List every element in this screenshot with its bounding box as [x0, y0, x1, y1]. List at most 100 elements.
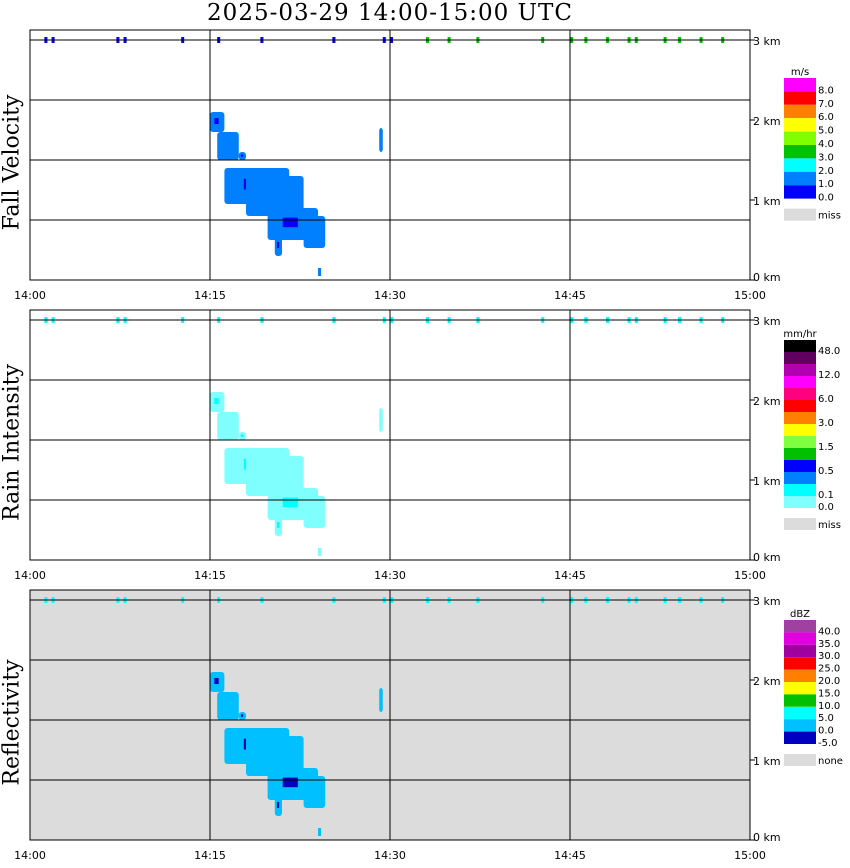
legend-swatch [784, 158, 816, 172]
echo-region [246, 456, 304, 496]
legend-swatch [784, 352, 816, 364]
echo-region [318, 828, 321, 836]
echo-region [246, 176, 304, 216]
legend-swatch [784, 104, 816, 119]
legend-label: 1.5 [818, 442, 834, 453]
legend-label: 5.0 [818, 126, 834, 137]
echo-core [282, 777, 298, 788]
legend-swatch [784, 496, 816, 508]
echo-core [214, 678, 219, 684]
legend-swatch [784, 171, 816, 186]
legend-swatch [784, 682, 816, 695]
legend-label: 20.0 [818, 676, 840, 687]
x-tick-label: 14:00 [14, 849, 46, 862]
echo-core [282, 497, 298, 508]
panel-label-rain-intensity: Rain Intensity [0, 364, 25, 521]
legend-swatch [784, 731, 816, 744]
legend-missing-label: miss [818, 211, 841, 222]
legend-missing-swatch [784, 754, 816, 766]
legend-swatch [784, 340, 816, 352]
legend-swatch [784, 657, 816, 670]
y-tick-label: 3 km [753, 595, 781, 608]
echo-region [217, 412, 239, 440]
legend-label: 40.0 [818, 626, 840, 637]
echo-region [318, 268, 321, 276]
legend-swatch [784, 644, 816, 658]
echo-core [240, 434, 244, 437]
y-tick-label: 0 km [753, 551, 781, 564]
x-tick-label: 14:00 [14, 569, 46, 582]
legend-swatch [784, 694, 816, 707]
x-tick-label: 14:45 [554, 289, 586, 302]
legend-units: dBZ [790, 609, 810, 620]
legend-swatch [784, 118, 816, 132]
echo-core [240, 714, 244, 717]
echo-region [318, 548, 321, 556]
legend-swatch [784, 620, 816, 633]
legend-swatch [784, 460, 816, 472]
legend-swatch [784, 91, 816, 105]
legend-label: 10.0 [818, 701, 840, 712]
x-tick-label: 14:45 [554, 569, 586, 582]
legend-label: 25.0 [818, 664, 840, 675]
legend-swatch [784, 412, 816, 424]
x-tick-label: 14:30 [374, 569, 406, 582]
x-tick-label: 15:00 [734, 569, 766, 582]
echo-core [240, 154, 244, 157]
legend-label: 0.5 [818, 466, 834, 477]
y-tick-label: 0 km [753, 271, 781, 284]
echo-region [379, 688, 383, 712]
panel-label-fall-velocity: Fall Velocity [0, 94, 25, 231]
chart-title: 2025-03-29 14:00-15:00 UTC [207, 0, 573, 26]
legend-label: 6.0 [818, 112, 834, 123]
legend-swatch [784, 400, 816, 412]
legend-label: 12.0 [818, 370, 840, 381]
y-tick-label: 3 km [753, 315, 781, 328]
x-tick-label: 15:00 [734, 289, 766, 302]
x-tick-label: 14:15 [194, 569, 226, 582]
legend-label: 5.0 [818, 713, 834, 724]
legend-swatch [784, 436, 816, 448]
legend-swatch [784, 719, 816, 732]
panel-label-reflectivity: Reflectivity [0, 659, 25, 786]
legend-label: 15.0 [818, 688, 840, 699]
legend-missing-swatch [784, 208, 816, 221]
x-tick-label: 14:45 [554, 849, 586, 862]
x-tick-label: 15:00 [734, 849, 766, 862]
x-tick-label: 14:00 [14, 289, 46, 302]
legend-label: 0.0 [818, 726, 834, 737]
y-tick-label: 2 km [753, 395, 781, 408]
legend-label: 8.0 [818, 85, 834, 96]
legend-label: 3.0 [818, 418, 834, 429]
legend-units: m/s [791, 67, 809, 78]
legend-label: 1.0 [818, 179, 834, 190]
echo-region [246, 736, 304, 776]
legend-units: mm/hr [783, 329, 817, 340]
legend-label: 2.0 [818, 166, 834, 177]
legend-swatch [784, 632, 816, 645]
echo-region [217, 132, 239, 160]
legend-label: 0.0 [818, 502, 834, 513]
legend-label: 7.0 [818, 99, 834, 110]
echo-region [379, 128, 383, 152]
y-tick-label: 0 km [753, 831, 781, 844]
legend-swatch [784, 376, 816, 388]
echo-region [303, 776, 326, 808]
legend-swatch [784, 131, 816, 145]
echo-region [379, 408, 383, 432]
legend-label: 3.0 [818, 152, 834, 163]
legend-swatch [784, 484, 816, 496]
legend-label: 4.0 [818, 139, 834, 150]
legend-swatch [784, 669, 816, 682]
legend-label: 0.0 [818, 193, 834, 204]
x-tick-label: 14:30 [374, 289, 406, 302]
legend-missing-swatch [784, 518, 816, 530]
echo-region [303, 496, 326, 528]
echo-core [214, 398, 219, 404]
echo-region [217, 692, 239, 720]
legend-label: 48.0 [818, 346, 840, 357]
echo-core [276, 522, 280, 528]
legend-swatch [784, 472, 816, 484]
echo-region [303, 216, 326, 248]
